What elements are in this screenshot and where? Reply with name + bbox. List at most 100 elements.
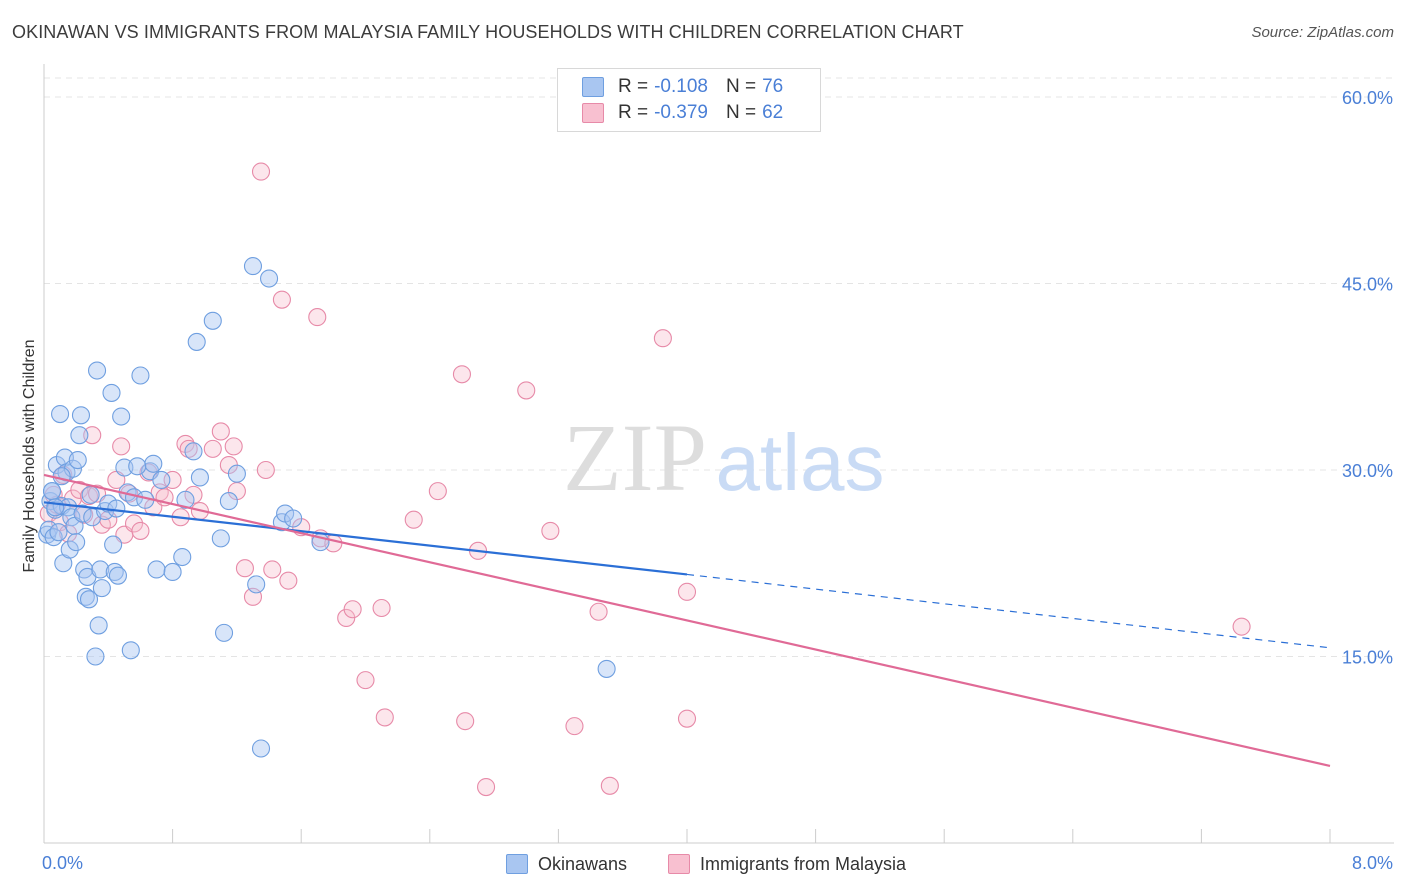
data-point <box>71 406 91 425</box>
data-point <box>256 460 275 480</box>
data-point <box>87 361 107 380</box>
data-point <box>70 480 89 499</box>
n-label: N = <box>725 102 757 123</box>
data-point <box>46 498 65 517</box>
n-label: N = <box>725 76 757 97</box>
y-tick-labels: 15.0% 30.0% 45.0% 60.0% <box>1342 88 1393 668</box>
data-point <box>224 437 243 456</box>
data-point <box>51 404 70 424</box>
data-point <box>356 671 375 690</box>
data-point <box>597 659 616 678</box>
data-point <box>372 598 391 618</box>
trend-line-okinawans-extension <box>686 573 1331 649</box>
data-point <box>653 329 672 348</box>
data-point <box>70 426 89 445</box>
watermark: ZIP atlas <box>563 404 884 511</box>
data-point <box>163 562 182 582</box>
legend-swatch-malaysia <box>668 854 690 874</box>
data-point <box>428 482 447 501</box>
data-point <box>541 521 560 540</box>
data-point <box>144 454 163 473</box>
legend-swatch-pink <box>582 103 604 123</box>
n-value: 62 <box>762 102 784 123</box>
data-point <box>211 422 230 441</box>
data-point <box>589 602 608 621</box>
source-credit: Source: ZipAtlas.com <box>1251 24 1394 41</box>
data-point <box>49 523 68 542</box>
data-point <box>259 269 279 288</box>
data-point <box>227 464 246 483</box>
data-point <box>131 366 150 385</box>
data-point <box>108 566 127 585</box>
r-value: -0.379 <box>654 102 708 123</box>
r-label: R = <box>618 102 649 123</box>
data-point <box>152 470 171 489</box>
data-point <box>92 579 111 598</box>
legend-row-okinawans: R = -0.108 N = 76 <box>582 75 783 99</box>
data-point <box>179 439 198 458</box>
data-point <box>211 529 230 548</box>
legend-item-okinawans: Okinawans <box>506 852 627 876</box>
r-label: R = <box>618 76 649 97</box>
data-point <box>184 442 203 461</box>
data-point <box>214 623 234 642</box>
data-point <box>279 571 298 590</box>
data-point <box>677 582 697 601</box>
data-point <box>219 492 238 511</box>
data-point <box>187 332 206 351</box>
data-point <box>247 575 266 594</box>
data-point <box>190 468 209 487</box>
data-point <box>102 383 121 402</box>
data-point <box>203 439 222 458</box>
data-point <box>308 308 327 327</box>
data-point <box>251 739 271 758</box>
axes <box>43 64 1394 844</box>
data-point <box>81 485 100 504</box>
data-point <box>107 499 126 518</box>
x-tick-label: 0.0% <box>42 853 83 873</box>
y-tick-label: 30.0% <box>1342 461 1393 481</box>
data-point <box>343 600 362 619</box>
y-axis-label: Family Households with Children <box>21 340 38 573</box>
data-point <box>83 426 102 445</box>
data-point <box>235 559 254 578</box>
legend-swatch-blue <box>582 77 604 97</box>
data-point <box>452 365 472 384</box>
data-point <box>89 616 108 635</box>
watermark-zip: ZIP <box>563 404 707 511</box>
data-point <box>600 776 619 795</box>
data-point <box>565 717 584 736</box>
legend-row-malaysia: R = -0.379 N = 62 <box>582 101 783 125</box>
legend-item-malaysia: Immigrants from Malaysia <box>668 852 906 876</box>
data-point <box>121 641 140 660</box>
legend-label-okinawans: Okinawans <box>538 853 628 874</box>
legend-swatch-okinawans <box>506 854 528 874</box>
data-point <box>128 457 147 476</box>
data-point <box>76 587 95 606</box>
data-point <box>251 162 271 181</box>
data-point <box>477 777 496 797</box>
data-point <box>42 482 62 501</box>
data-point <box>1232 617 1251 636</box>
data-point <box>517 381 536 400</box>
data-point <box>68 451 87 470</box>
series-okinawans <box>38 257 616 758</box>
data-point <box>104 535 123 554</box>
data-point <box>44 528 63 547</box>
data-point <box>67 533 86 552</box>
data-point <box>203 311 222 330</box>
data-point <box>375 708 394 727</box>
legend-label-malaysia: Immigrants from Malaysia <box>700 853 907 874</box>
data-point <box>272 290 291 309</box>
data-point <box>243 257 263 276</box>
x-tick-labels: 0.0% 8.0% <box>42 853 1393 873</box>
stats-legend: R = -0.108 N = 76 R = -0.379 N = 62 <box>557 68 821 132</box>
data-point <box>404 510 423 529</box>
data-point <box>263 560 282 579</box>
data-point <box>73 504 92 523</box>
data-point <box>52 467 71 486</box>
data-point <box>86 647 105 666</box>
x-tick-label: 8.0% <box>1352 853 1393 873</box>
data-point <box>91 560 110 579</box>
